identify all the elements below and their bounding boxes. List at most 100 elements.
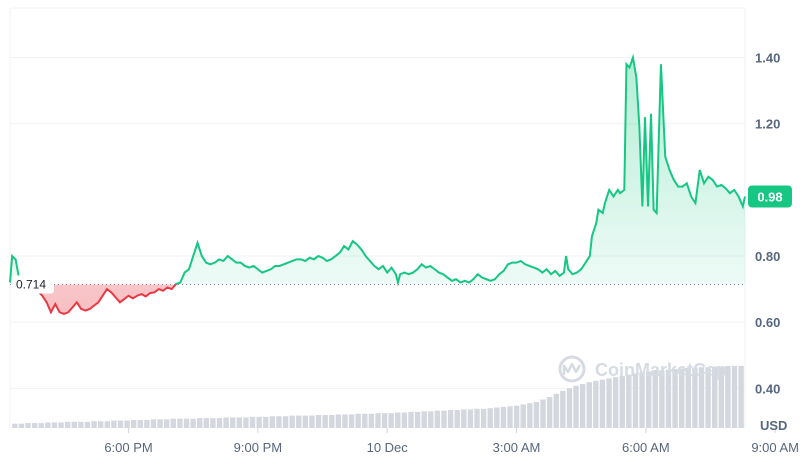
volume-bar bbox=[31, 423, 38, 428]
volume-bar bbox=[553, 393, 559, 428]
volume-bar bbox=[355, 413, 361, 428]
x-tick-label: 3:00 AM bbox=[493, 440, 541, 455]
volume-bar bbox=[606, 378, 612, 428]
volume-bar bbox=[619, 375, 625, 428]
volume-bar bbox=[197, 418, 203, 428]
volume-bar bbox=[520, 404, 526, 428]
y-tick-label: 0.80 bbox=[755, 249, 780, 264]
volume-bar bbox=[685, 367, 691, 428]
volume-bar bbox=[599, 379, 606, 428]
volume-bar bbox=[230, 417, 236, 428]
volume-bar bbox=[12, 423, 18, 428]
x-tick-label: 6:00 PM bbox=[104, 440, 152, 455]
volume-bar bbox=[718, 366, 724, 428]
volume-bar bbox=[150, 419, 157, 428]
volume-bar bbox=[645, 371, 652, 428]
volume-bar bbox=[329, 414, 335, 428]
volume-bar bbox=[276, 416, 282, 428]
volume-bar bbox=[170, 418, 177, 428]
volume-bar bbox=[711, 366, 718, 428]
y-tick-label: 1.40 bbox=[755, 51, 780, 66]
watermark-text: CoinMarketCap bbox=[595, 360, 727, 380]
volume-bar bbox=[573, 385, 579, 428]
volume-bar bbox=[507, 406, 513, 428]
volume-bar bbox=[428, 411, 434, 428]
volume-bar bbox=[626, 374, 632, 428]
currency-unit-label: USD bbox=[760, 418, 787, 433]
y-axis: 0.40 0.60 0.80 1.20 1.40 bbox=[755, 51, 780, 397]
volume-bar bbox=[236, 417, 243, 428]
volume-bar bbox=[395, 412, 401, 428]
watermark: CoinMarketCap bbox=[558, 355, 727, 383]
volume-bar bbox=[216, 418, 223, 428]
volume-bar bbox=[362, 413, 368, 428]
volume-bar bbox=[474, 408, 480, 428]
volume-bar bbox=[678, 368, 685, 428]
volume-bar bbox=[692, 367, 698, 428]
volume-bar bbox=[111, 420, 117, 428]
volume-bar bbox=[434, 410, 441, 428]
price-line bbox=[9, 53, 746, 315]
volume-bar bbox=[131, 419, 137, 428]
volume-bar bbox=[527, 403, 533, 428]
volume-bar bbox=[223, 417, 229, 428]
volume-bar bbox=[672, 369, 678, 428]
reference-price-label: 0.714 bbox=[12, 275, 54, 294]
volume-bar bbox=[243, 417, 249, 428]
volume-bar bbox=[342, 414, 348, 428]
volume-bar bbox=[388, 413, 394, 428]
volume-bar bbox=[401, 412, 408, 428]
volume-bar bbox=[540, 399, 546, 428]
volume-bar bbox=[249, 416, 256, 428]
volume-bar bbox=[659, 370, 665, 428]
volume-bar bbox=[665, 369, 672, 428]
volume-bar bbox=[593, 380, 599, 428]
volume-bar bbox=[368, 413, 375, 428]
volume-bar bbox=[639, 372, 645, 428]
volume-bar bbox=[513, 405, 520, 428]
grid-lines bbox=[9, 7, 746, 428]
volume-bar bbox=[494, 407, 500, 428]
volume-bar bbox=[500, 406, 507, 428]
volume-bar bbox=[414, 411, 421, 428]
price-line-up bbox=[9, 53, 746, 285]
y-tick-label: 1.20 bbox=[755, 117, 780, 132]
volume-bar bbox=[263, 416, 269, 428]
price-area bbox=[10, 57, 745, 314]
volume-bar bbox=[335, 414, 342, 428]
volume-bar bbox=[124, 420, 130, 428]
volume-bar bbox=[97, 421, 104, 428]
volume-bar bbox=[64, 421, 71, 428]
volume-bar bbox=[177, 418, 183, 428]
volume-bar bbox=[164, 419, 170, 428]
area-below-reference bbox=[29, 284, 176, 314]
volume-bar bbox=[738, 366, 744, 428]
volume-bar bbox=[421, 411, 427, 428]
current-price-text: 0.98 bbox=[757, 190, 782, 205]
volume-bar bbox=[441, 410, 447, 428]
price-line-down bbox=[26, 284, 399, 315]
volume-bar bbox=[533, 401, 540, 428]
volume-bar bbox=[566, 388, 573, 428]
volume-bars bbox=[12, 366, 744, 428]
volume-bar bbox=[190, 418, 196, 428]
volume-bar bbox=[117, 420, 124, 428]
x-tick-label: 10 Dec bbox=[367, 440, 409, 455]
volume-bar bbox=[375, 413, 381, 428]
volume-bar bbox=[725, 366, 731, 428]
volume-bar bbox=[91, 421, 97, 428]
volume-bar bbox=[698, 367, 705, 428]
x-tick-label: 9:00 AM bbox=[751, 440, 799, 455]
x-axis: 6:00 PM 9:00 PM 10 Dec 3:00 AM 6:00 AM 9:00 A… bbox=[104, 428, 799, 455]
volume-bar bbox=[454, 410, 460, 428]
volume-bar bbox=[348, 414, 355, 428]
volume-bar bbox=[632, 373, 639, 428]
y-tick-label: 0.40 bbox=[755, 381, 780, 396]
volume-bar bbox=[183, 418, 190, 428]
volume-bar bbox=[18, 423, 25, 428]
volume-bar bbox=[289, 415, 295, 428]
volume-bar bbox=[461, 409, 467, 428]
volume-bar bbox=[51, 422, 58, 428]
y-tick-label: 0.60 bbox=[755, 315, 780, 330]
